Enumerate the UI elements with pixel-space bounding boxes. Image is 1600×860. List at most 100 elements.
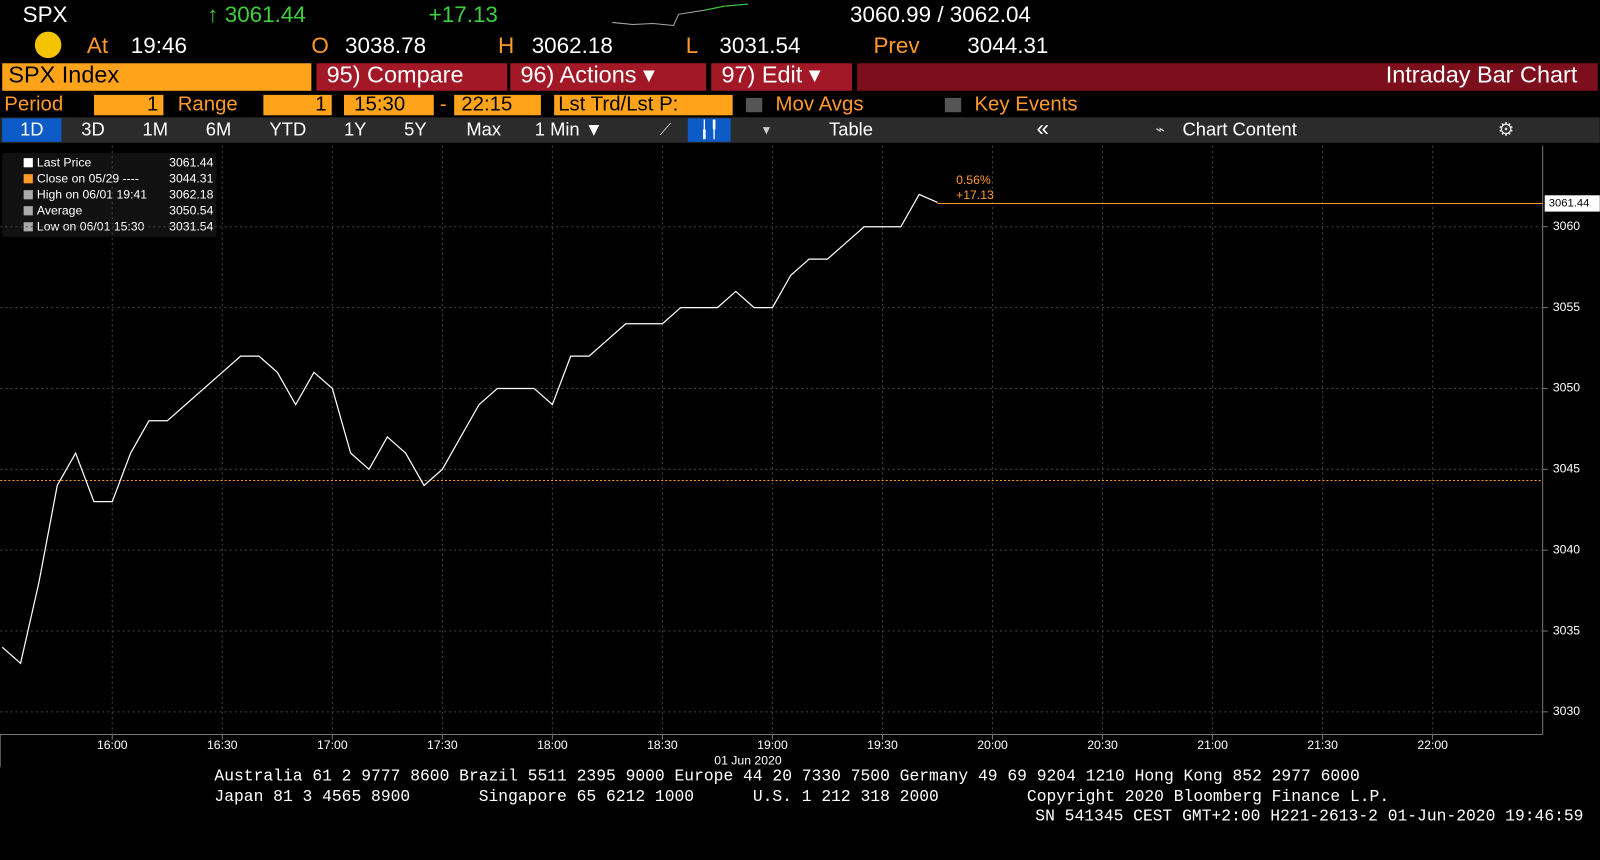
checkbox[interactable] (944, 97, 962, 113)
time: 19:46 (131, 33, 187, 58)
compare-btn[interactable] (316, 63, 508, 91)
y-tick-label: 3055 (1553, 300, 1580, 314)
edit[interactable]: 97) Edit ▾ (721, 62, 820, 88)
label: Range (178, 93, 238, 115)
range-tab[interactable]: 1M (142, 118, 168, 139)
field-box[interactable] (554, 94, 733, 116)
actions[interactable]: 96) Actions ▾ (520, 62, 655, 88)
label: L (686, 33, 698, 58)
bar-mode-icon[interactable]: ╽╿ (699, 119, 719, 139)
line-mode-icon[interactable]: ⟋ (660, 121, 672, 139)
legend-swatch (23, 174, 33, 184)
ticker: SPX (23, 2, 68, 27)
actions-btn[interactable] (510, 63, 707, 91)
legend-swatch (23, 222, 33, 232)
start-box[interactable] (343, 94, 434, 116)
y-tick-label: 3035 (1553, 623, 1580, 637)
y-tick-label: 3030 (1553, 704, 1580, 718)
toolbar (0, 117, 1600, 143)
legend-value: 3050.54 (169, 204, 213, 218)
y-tick-label: 3045 (1553, 462, 1580, 476)
x-tick-label: 21:30 (1307, 738, 1338, 752)
gear-icon[interactable]: ⚙ (1498, 118, 1514, 139)
screen-title: Intraday Bar Chart (1386, 62, 1578, 88)
period-box[interactable] (94, 94, 164, 116)
legend-swatch (23, 190, 33, 200)
legend-label: Average (37, 204, 83, 218)
legend-swatch (23, 158, 33, 168)
y-tick-label: 3040 (1553, 542, 1580, 556)
label: At (87, 33, 109, 58)
dash: - (440, 93, 447, 115)
change-pct: 0.56% (956, 173, 991, 187)
end-time[interactable]: 22:15 (461, 93, 512, 115)
edit-btn[interactable] (711, 63, 853, 91)
selected-tab[interactable] (2, 118, 62, 142)
table-btn[interactable]: Table (829, 118, 873, 139)
range-tab[interactable]: 3D (81, 118, 104, 139)
range-tab[interactable]: 1Y (344, 118, 366, 139)
x-tick-label: 17:30 (427, 738, 458, 752)
x-tick-label: 19:30 (867, 738, 898, 752)
label: Period (4, 93, 63, 115)
end-box[interactable] (454, 94, 541, 116)
range-tab[interactable]: Max (466, 118, 501, 139)
x-tick-label: 18:30 (647, 738, 678, 752)
alert-icon[interactable] (34, 31, 62, 59)
change-abs: +17.13 (956, 188, 994, 202)
x-tick-label: 19:00 (757, 738, 788, 752)
range-box[interactable] (263, 94, 332, 116)
field[interactable]: Lst Trd/Lst P: (558, 93, 678, 115)
range-tab[interactable]: 5Y (404, 118, 426, 139)
net-change: +17.13 (429, 2, 498, 27)
x-tick-label: 20:00 (977, 738, 1008, 752)
chart-icon[interactable]: ⌁ (1156, 122, 1165, 139)
last-price-tag (1544, 195, 1600, 212)
range-tab[interactable]: 1D (20, 118, 43, 139)
dropdown-icon[interactable]: ▾ (763, 122, 770, 138)
footer-text: Japan 81 3 4565 8900 Singapore 65 6212 1… (214, 787, 1389, 806)
period[interactable]: 1 (147, 93, 158, 115)
range[interactable]: 1 (315, 93, 326, 115)
x-tick-label: 22:00 (1417, 738, 1448, 752)
price-line (1, 193, 938, 665)
key-events[interactable]: Key Events (974, 93, 1077, 115)
range-tab[interactable]: 6M (206, 118, 232, 139)
legend-value: 3062.18 (169, 187, 213, 201)
label: Prev (873, 33, 920, 58)
legend-value: 3061.44 (169, 155, 213, 169)
legend-value: 3031.54 (169, 220, 213, 234)
bid-ask: 3060.99 / 3062.04 (850, 2, 1031, 27)
collapse-btn[interactable]: « (1037, 115, 1049, 140)
y-tick-label: 3060 (1553, 219, 1580, 233)
chart-content[interactable]: Chart Content (1183, 118, 1297, 139)
mov-avgs[interactable]: Mov Avgs (776, 93, 864, 115)
legend-box (2, 153, 217, 237)
checkbox[interactable] (745, 97, 763, 113)
security-box[interactable] (2, 63, 312, 91)
y-tick-label: 3050 (1553, 381, 1580, 395)
security[interactable]: SPX Index (8, 62, 119, 88)
range-tab[interactable]: YTD (270, 118, 307, 139)
prev-value: 3044.31 (967, 33, 1048, 58)
bar-mode-btn[interactable] (687, 118, 731, 142)
last-price: ↑ 3061.44 (207, 2, 306, 27)
last-price-label: 3061.44 (1549, 197, 1590, 209)
x-tick-label: 18:00 (537, 738, 568, 752)
x-tick-label: 21:00 (1197, 738, 1228, 752)
interval[interactable]: 1 Min ▼ (535, 118, 603, 139)
x-tick-label: 17:00 (317, 738, 348, 752)
x-tick-label: 16:30 (207, 738, 238, 752)
compare[interactable]: 95) Compare (327, 62, 464, 88)
label: H (498, 33, 514, 58)
title-bar (857, 63, 1598, 91)
legend-label: High on 06/01 19:41 (37, 187, 147, 201)
legend-value: 3044.31 (169, 171, 213, 185)
date-label: 01 Jun 2020 (714, 753, 782, 767)
start-time[interactable]: 15:30 (354, 93, 405, 115)
label: O (311, 33, 328, 58)
high-value: 3062.18 (532, 33, 613, 58)
legend-label: Low on 06/01 15:30 (37, 220, 145, 234)
